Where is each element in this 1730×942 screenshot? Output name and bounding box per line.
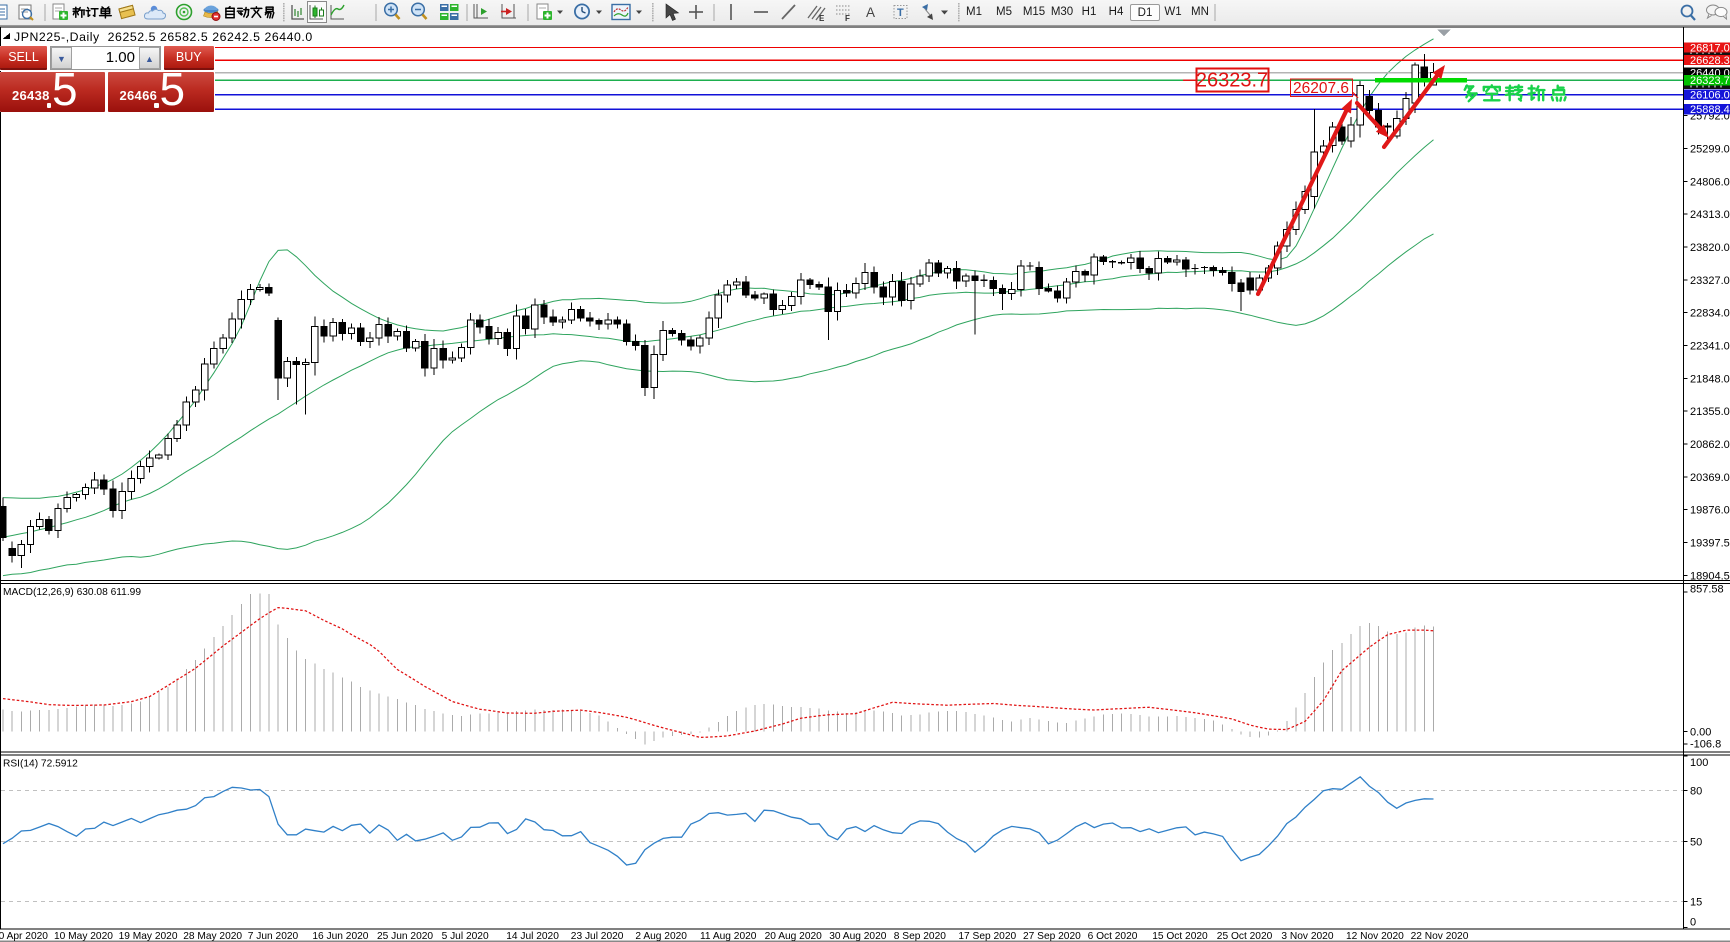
svg-text:26106.0: 26106.0 [1690, 90, 1730, 102]
svg-text:26628.3: 26628.3 [1690, 55, 1730, 67]
svg-text:19 May 2020: 19 May 2020 [119, 931, 178, 942]
svg-text:25 Oct 2020: 25 Oct 2020 [1217, 931, 1273, 942]
svg-text:10 May 2020: 10 May 2020 [54, 931, 113, 942]
svg-text:50: 50 [1690, 837, 1702, 849]
svg-text:6 Oct 2020: 6 Oct 2020 [1088, 931, 1138, 942]
svg-text:24806.0: 24806.0 [1690, 176, 1730, 188]
svg-text:2 Aug 2020: 2 Aug 2020 [635, 931, 687, 942]
svg-text:7 Jun 2020: 7 Jun 2020 [248, 931, 299, 942]
svg-text:19397.5: 19397.5 [1690, 538, 1730, 550]
svg-text:MACD(12,26,9) 630.08 611.99: MACD(12,26,9) 630.08 611.99 [3, 587, 141, 598]
svg-text:RSI(14) 72.5912: RSI(14) 72.5912 [3, 759, 78, 770]
svg-text:5 Jul 2020: 5 Jul 2020 [442, 931, 489, 942]
svg-text:15: 15 [1690, 897, 1702, 909]
svg-text:857.58: 857.58 [1690, 584, 1724, 596]
svg-text:27 Sep 2020: 27 Sep 2020 [1023, 931, 1081, 942]
svg-text:0.00: 0.00 [1690, 727, 1711, 739]
svg-text:11 Aug 2020: 11 Aug 2020 [700, 931, 757, 942]
svg-text:18904.5: 18904.5 [1690, 570, 1730, 582]
svg-text:25 Jun 2020: 25 Jun 2020 [377, 931, 433, 942]
svg-text:80: 80 [1690, 785, 1702, 797]
svg-text:T: T [897, 7, 904, 19]
svg-text:0: 0 [1690, 917, 1696, 929]
svg-text:E: E [819, 14, 825, 23]
svg-text:100: 100 [1690, 757, 1708, 769]
svg-text:25299.0: 25299.0 [1690, 144, 1730, 156]
svg-text:26207.6: 26207.6 [1293, 80, 1349, 97]
svg-text:21355.0: 21355.0 [1690, 406, 1730, 418]
svg-text:F: F [845, 14, 850, 23]
svg-text:21848.0: 21848.0 [1690, 373, 1730, 385]
svg-text:20862.0: 20862.0 [1690, 439, 1730, 451]
svg-text:JPN225-,Daily 26252.5 26582.5: JPN225-,Daily 26252.5 26582.5 26242.5 26… [14, 30, 313, 44]
svg-text:8 Sep 2020: 8 Sep 2020 [894, 931, 946, 942]
svg-text:15 Oct 2020: 15 Oct 2020 [1152, 931, 1208, 942]
svg-text:20369.0: 20369.0 [1690, 472, 1730, 484]
svg-text:26323.7: 26323.7 [1690, 75, 1730, 87]
svg-text:12 Nov 2020: 12 Nov 2020 [1346, 931, 1404, 942]
svg-text:24313.0: 24313.0 [1690, 209, 1730, 221]
svg-text:20 Aug 2020: 20 Aug 2020 [765, 931, 823, 942]
svg-text:23327.0: 23327.0 [1690, 275, 1730, 287]
svg-text:23820.0: 23820.0 [1690, 242, 1730, 254]
svg-text:26817.0: 26817.0 [1690, 42, 1730, 54]
svg-text:-106.8: -106.8 [1690, 739, 1721, 751]
svg-text:22 Nov 2020: 22 Nov 2020 [1411, 931, 1469, 942]
svg-text:14 Jul 2020: 14 Jul 2020 [506, 931, 559, 942]
svg-text:22341.0: 22341.0 [1690, 341, 1730, 353]
svg-text:23 Jul 2020: 23 Jul 2020 [571, 931, 624, 942]
svg-text:26323.7: 26323.7 [1196, 70, 1268, 92]
svg-text:30 Apr 2020: 30 Apr 2020 [0, 931, 48, 942]
svg-text:17 Sep 2020: 17 Sep 2020 [958, 931, 1016, 942]
svg-text:3 Nov 2020: 3 Nov 2020 [1281, 931, 1333, 942]
svg-text:30 Aug 2020: 30 Aug 2020 [829, 931, 887, 942]
svg-text:25888.4: 25888.4 [1690, 104, 1730, 116]
svg-text:19876.0: 19876.0 [1690, 505, 1730, 517]
svg-text:A: A [866, 5, 875, 20]
svg-text:16 Jun 2020: 16 Jun 2020 [312, 931, 368, 942]
svg-text:28 May 2020: 28 May 2020 [183, 931, 242, 942]
svg-text:22834.0: 22834.0 [1690, 308, 1730, 320]
